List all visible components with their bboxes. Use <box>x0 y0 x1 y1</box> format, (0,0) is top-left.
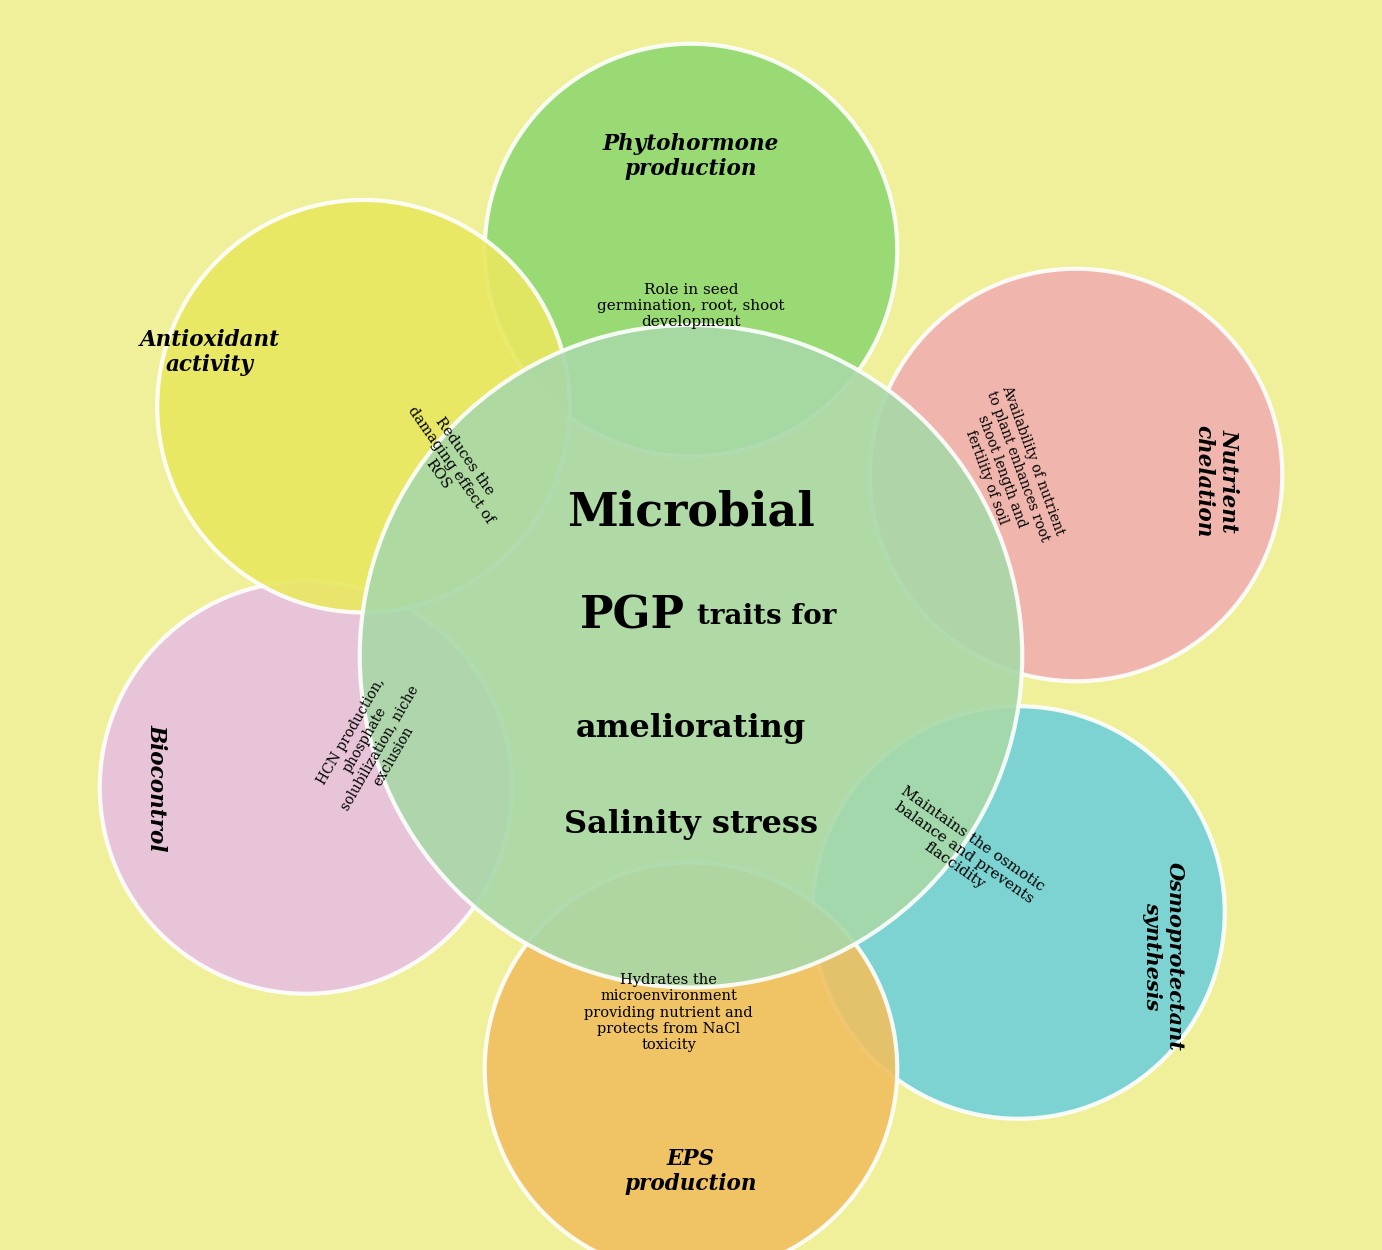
Text: Availability of nutrient
to plant enhances root
shoot length and
fertility of so: Availability of nutrient to plant enhanc… <box>954 384 1067 554</box>
Text: PGP: PGP <box>580 595 684 638</box>
Text: traits for: traits for <box>698 602 836 630</box>
Circle shape <box>158 200 569 612</box>
Text: Nutrient
chelation: Nutrient chelation <box>1193 425 1240 538</box>
Circle shape <box>485 862 897 1250</box>
Text: Reduces the
damaging effect of
ROS: Reduces the damaging effect of ROS <box>392 395 510 535</box>
Text: Antioxidant
activity: Antioxidant activity <box>140 329 279 376</box>
Circle shape <box>869 269 1282 681</box>
Text: EPS
production: EPS production <box>625 1148 757 1195</box>
Circle shape <box>485 44 897 456</box>
Circle shape <box>359 325 1023 988</box>
Text: Maintains the osmotic
balance and prevents
flaccidity: Maintains the osmotic balance and preven… <box>880 784 1048 921</box>
Text: Salinity stress: Salinity stress <box>564 810 818 840</box>
Text: Phytohormone
production: Phytohormone production <box>603 132 779 180</box>
Text: Role in seed
germination, root, shoot
development: Role in seed germination, root, shoot de… <box>597 282 785 330</box>
Text: Hydrates the
microenvironment
providing nutrient and
protects from NaCl
toxicity: Hydrates the microenvironment providing … <box>585 972 753 1052</box>
Text: HCN production,
phosphate
solubilization, niche
exclusion: HCN production, phosphate solubilization… <box>310 666 435 821</box>
Circle shape <box>813 706 1224 1119</box>
Text: Biocontrol: Biocontrol <box>145 724 167 851</box>
Text: ameliorating: ameliorating <box>576 714 806 744</box>
Circle shape <box>100 581 513 994</box>
Text: Microbial: Microbial <box>567 490 815 535</box>
Text: Osmoprotectant
synthesis: Osmoprotectant synthesis <box>1142 861 1186 1051</box>
